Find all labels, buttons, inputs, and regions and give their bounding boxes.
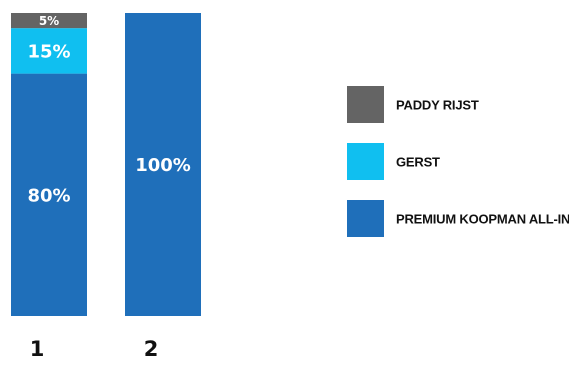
legend-swatch <box>347 86 384 123</box>
bar-value-label: 15% <box>27 41 70 62</box>
legend-label: PREMIUM KOOPMAN ALL-IN-ONE <box>396 212 569 227</box>
bar-segment-premium-koopman-all-in-one-cat-1 <box>11 73 87 316</box>
legend-label: GERST <box>396 155 440 170</box>
legend-swatch <box>347 200 384 237</box>
bar-value-label: 80% <box>27 185 70 206</box>
bars-layer <box>11 13 201 316</box>
bar-segment-gerst-cat-1 <box>11 28 87 74</box>
bar-value-label: 5% <box>39 14 59 28</box>
bar-value-labels: 80% 15% 5% 100% <box>27 14 190 206</box>
legend-label: PADDY RIJST <box>396 98 479 113</box>
legend-swatch <box>347 143 384 180</box>
bar-segment-premium-koopman-all-in-one-cat-2 <box>125 13 201 316</box>
bar-segment-paddy-rijst-cat-1 <box>11 13 87 29</box>
category-label: 2 <box>144 337 159 361</box>
category-label: 1 <box>30 337 45 361</box>
bar-value-label: 100% <box>135 155 191 176</box>
legend: PADDY RIJST GERST PREMIUM KOOPMAN ALL-IN-O… <box>347 86 569 237</box>
